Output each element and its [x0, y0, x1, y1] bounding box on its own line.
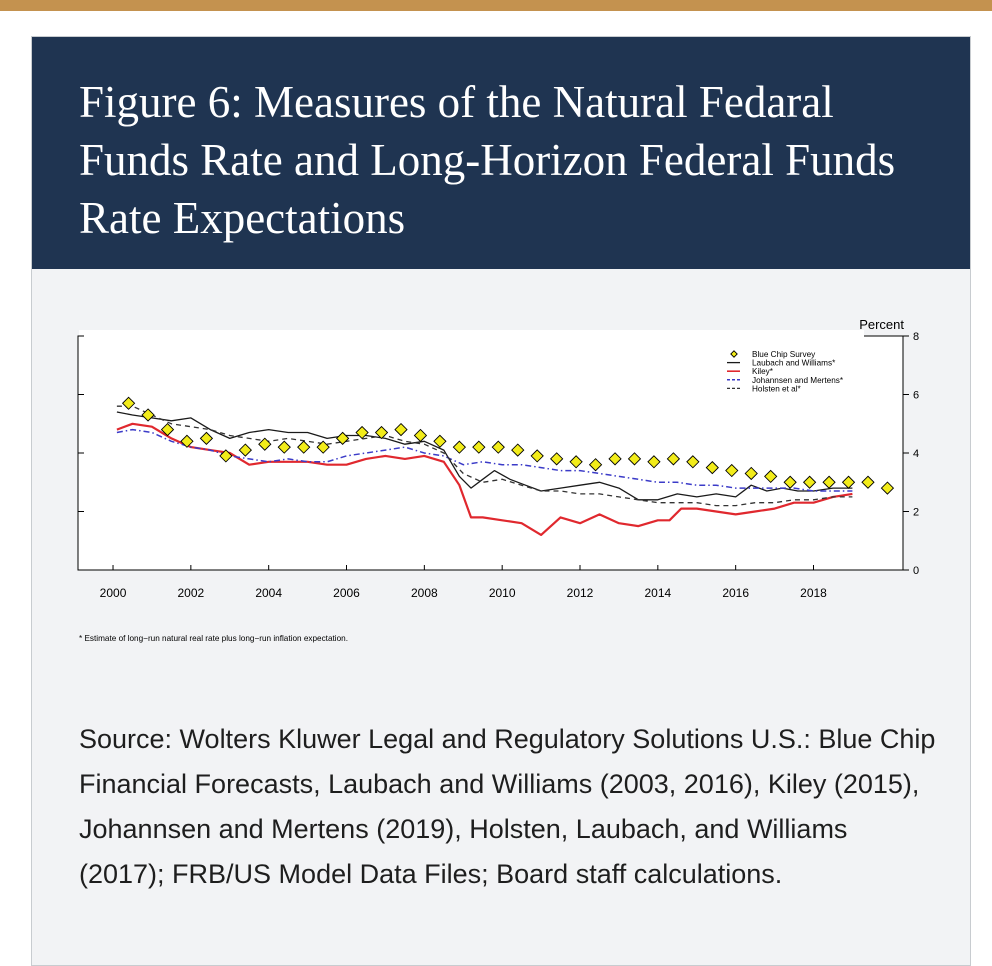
blue-chip-marker: [822, 475, 836, 489]
source-note: Source: Wolters Kluwer Legal and Regulat…: [79, 724, 936, 889]
y-tick-label: 6: [913, 390, 919, 402]
x-tick-label: 2012: [567, 586, 594, 600]
frame-gap: [79, 330, 864, 338]
y-tick-label: 2: [913, 507, 919, 519]
blue-chip-marker: [199, 431, 214, 446]
blue-chip-marker: [861, 475, 875, 489]
series-line: [116, 428, 853, 492]
blue-chip-marker: [219, 449, 233, 463]
x-tick-label: 2002: [178, 586, 205, 600]
y-axis-label: Percent: [859, 317, 904, 332]
footnote: * Estimate of long−run natural real rate…: [79, 634, 348, 643]
x-tick-label: 2018: [800, 586, 827, 600]
blue-chip-marker: [550, 452, 564, 466]
blue-chip-marker: [277, 440, 291, 454]
blue-chip-marker: [297, 440, 311, 454]
plot-area: [77, 335, 904, 571]
blue-chip-marker: [588, 458, 603, 472]
blue-chip-marker: [316, 440, 330, 454]
x-tick-label: 2010: [489, 586, 516, 600]
blue-chip-marker: [744, 466, 758, 481]
blue-chip-marker: [374, 425, 389, 440]
blue-chip-marker: [647, 455, 661, 469]
blue-chip-marker: [335, 431, 350, 446]
blue-chip-marker: [472, 440, 486, 454]
figure-title: Figure 6: Measures of the Natural Fedara…: [79, 77, 896, 243]
figure-card: Figure 6: Measures of the Natural Fedara…: [31, 36, 971, 966]
blue-chip-marker: [511, 443, 525, 457]
blue-chip-marker: [686, 455, 700, 469]
x-tick-label: 2016: [722, 586, 749, 600]
blue-chip-marker: [569, 455, 583, 469]
y-tick-label: 8: [913, 331, 919, 343]
blue-chip-marker: [141, 408, 155, 422]
x-tick-label: 2006: [333, 586, 360, 600]
x-tick-label: 2000: [100, 586, 127, 600]
blue-chip-marker: [355, 425, 369, 440]
legend-label: Laubach and Williams*: [752, 359, 836, 368]
top-stripe: [0, 0, 992, 11]
y-tick-label: 4: [913, 448, 919, 460]
legend-label: Holsten et al*: [752, 384, 802, 393]
blue-chip-marker: [802, 475, 817, 489]
blue-chip-marker: [413, 428, 428, 443]
legend-marker: [730, 350, 738, 358]
blue-chip-marker: [394, 422, 408, 437]
x-tick-label: 2004: [255, 586, 282, 600]
legend-label: Blue Chip Survey: [752, 350, 816, 359]
legend-label: Kiley*: [752, 367, 774, 376]
blue-chip-marker: [705, 460, 719, 475]
blue-chip-marker: [841, 475, 856, 489]
series-line: [116, 422, 853, 536]
blue-chip-marker: [783, 475, 797, 489]
blue-chip-marker: [121, 396, 136, 410]
y-tick-label: 0: [913, 565, 919, 577]
blue-chip-marker: [764, 469, 778, 484]
blue-chip-marker: [238, 443, 252, 457]
blue-chip-marker: [608, 452, 622, 466]
blue-chip-marker: [880, 481, 895, 495]
blue-chip-marker: [491, 440, 505, 454]
blue-chip-marker: [725, 463, 739, 478]
title-banner: Figure 6: Measures of the Natural Fedara…: [32, 37, 970, 269]
blue-chip-marker: [530, 449, 544, 463]
blue-chip-marker: [180, 434, 194, 448]
blue-chip-marker: [433, 434, 447, 448]
blue-chip-marker: [627, 452, 642, 466]
chart: 0 2 4 6 8 Percent 2000 2002 2004 2006 2008 2010 2012…: [77, 317, 919, 643]
blue-chip-marker: [452, 440, 467, 454]
blue-chip-marker: [160, 422, 175, 437]
series-line: [116, 411, 853, 501]
legend-label: Johannsen and Mertens*: [752, 376, 844, 385]
blue-chip-marker: [666, 452, 681, 466]
x-tick-label: 2008: [411, 586, 438, 600]
blue-chip-marker: [258, 437, 272, 451]
x-tick-label: 2014: [644, 586, 671, 600]
